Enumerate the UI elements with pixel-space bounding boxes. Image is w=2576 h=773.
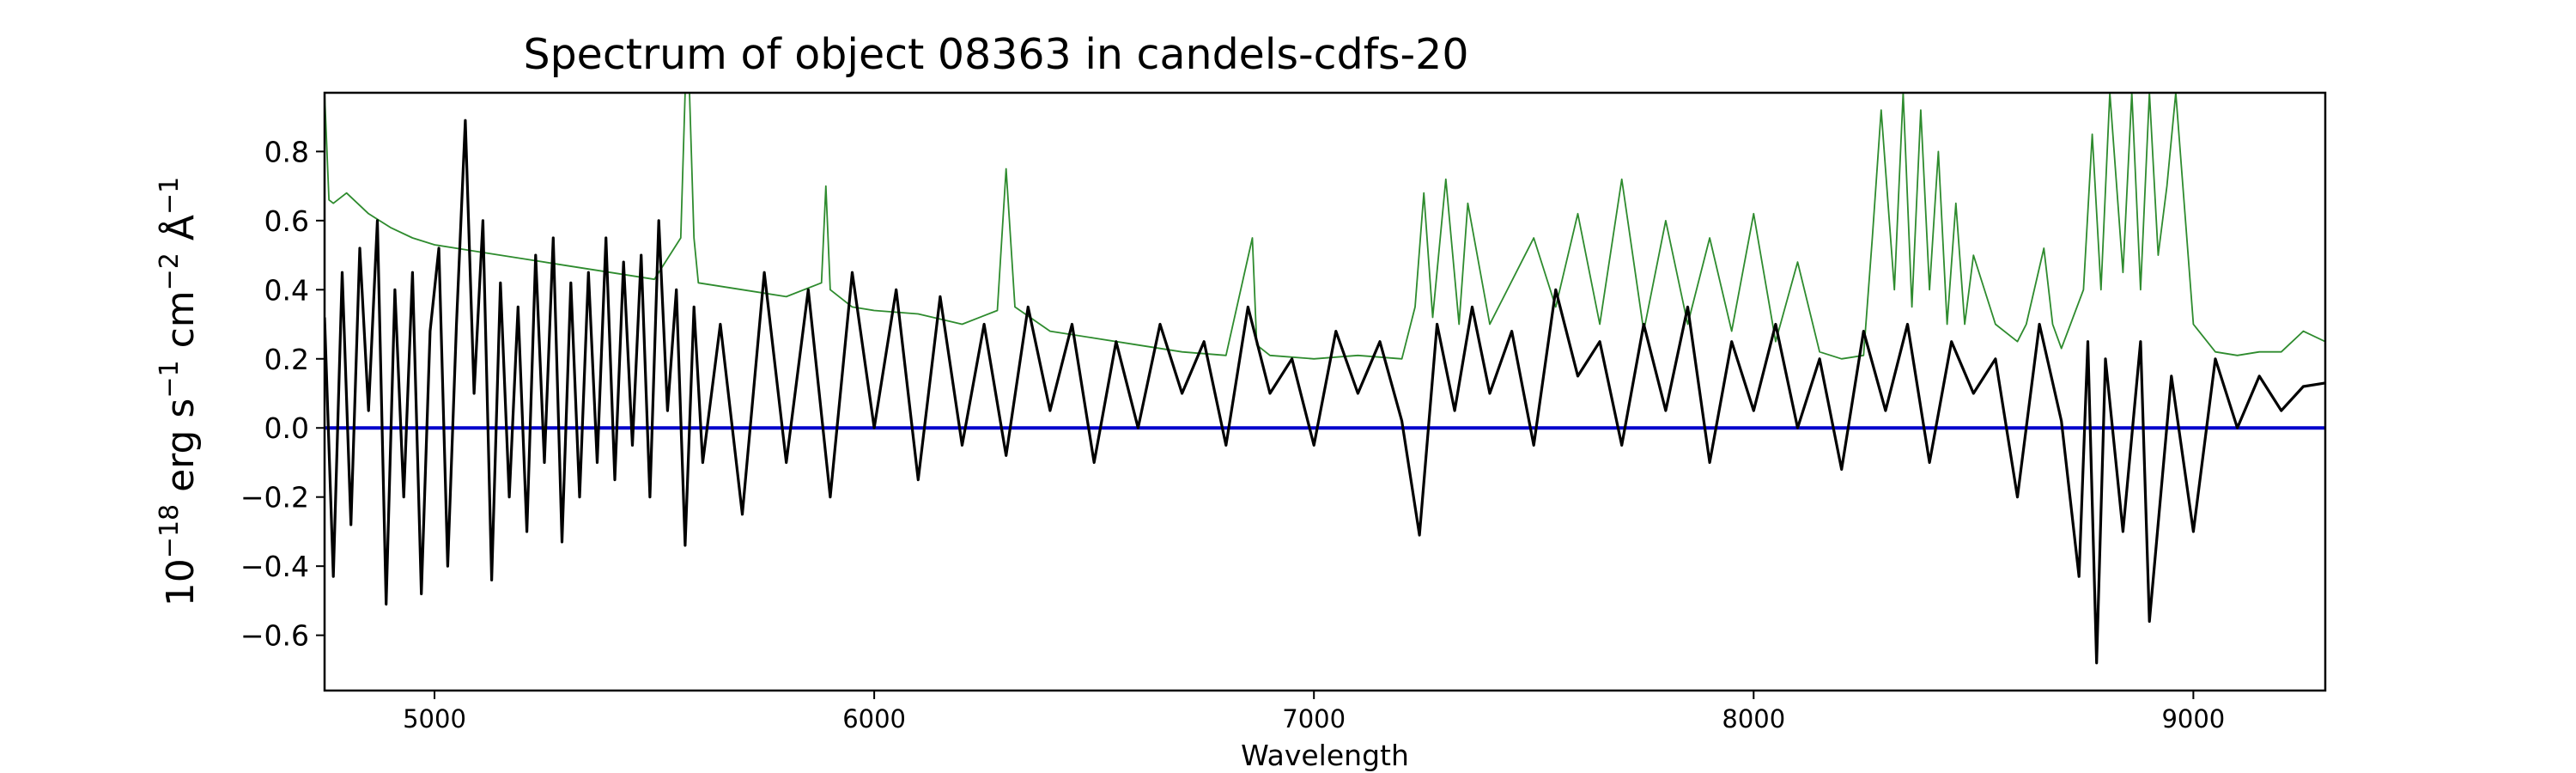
y-tick-label: −0.6 (240, 619, 309, 653)
chart-title: Spectrum of object 08363 in candels-cdfs… (523, 30, 1468, 79)
y-tick-label: 0.6 (264, 204, 309, 238)
y-tick-label: −0.4 (240, 550, 309, 583)
series-layer (325, 93, 2325, 665)
x-tick-label: 5000 (403, 704, 466, 733)
x-axis: 5000 6000 7000 8000 9000 (403, 691, 2225, 733)
y-axis: 0.8 0.6 0.4 0.2 0.0 −0.2 −0.4 −0.6 (240, 135, 325, 653)
x-axis-label: Wavelength (1241, 739, 1409, 772)
y-axis-label: 10−18 erg s−1 cm−2 Å−1 (155, 177, 203, 606)
x-tick-label: 6000 (842, 704, 906, 733)
plot-area (323, 91, 2327, 692)
x-tick-label: 7000 (1282, 704, 1346, 733)
x-tick-label: 8000 (1722, 704, 1785, 733)
y-tick-label: 0.4 (264, 273, 309, 307)
noise-series-line (325, 93, 2325, 360)
y-tick-label: 0.2 (264, 343, 309, 376)
plot-frame (323, 91, 2327, 692)
x-tick-label: 9000 (2161, 704, 2225, 733)
y-tick-label: 0.8 (264, 135, 309, 168)
flux-series-line (325, 119, 2325, 665)
y-tick-label: 0.0 (264, 411, 309, 445)
y-tick-label: −0.2 (240, 481, 309, 514)
